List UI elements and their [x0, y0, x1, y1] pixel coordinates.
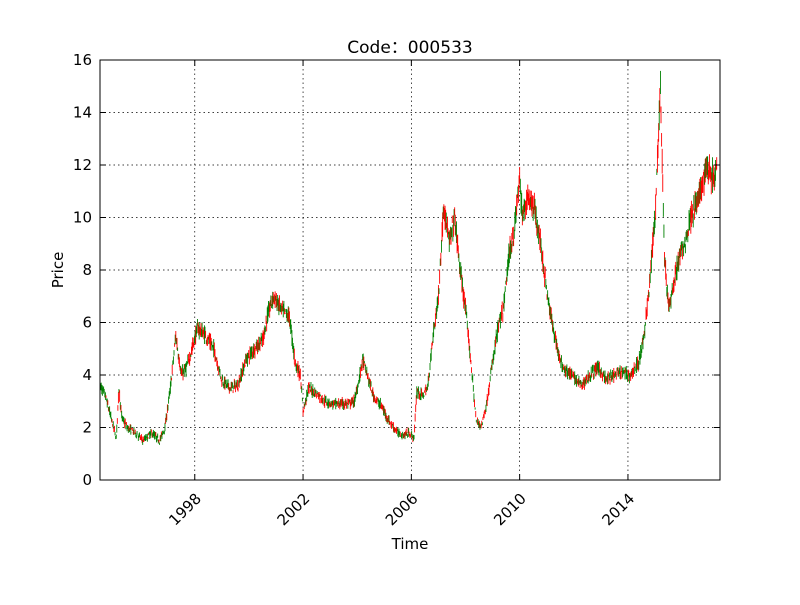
y-tick-label: 0 [82, 471, 92, 489]
x-axis-label: Time [391, 535, 429, 553]
y-tick-label: 16 [73, 51, 92, 69]
y-axis-label: Price [49, 252, 67, 289]
price-series [99, 70, 718, 445]
y-tick-label: 2 [82, 419, 92, 437]
y-tick-label: 6 [82, 314, 92, 332]
y-tick-label: 12 [73, 156, 92, 174]
y-tick-label: 8 [82, 261, 92, 279]
y-tick-label: 10 [73, 209, 92, 227]
plot-area [100, 60, 720, 480]
y-tick-label: 14 [73, 104, 92, 122]
chart-title: Code：000533 [347, 38, 472, 58]
y-tick-label: 4 [82, 366, 92, 384]
